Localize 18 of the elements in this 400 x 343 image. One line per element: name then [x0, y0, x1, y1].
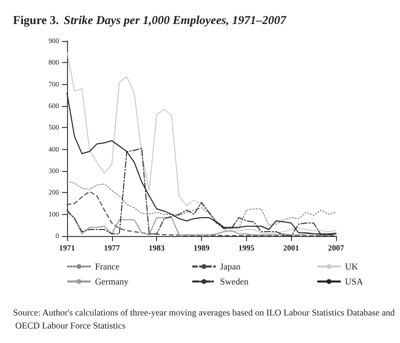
legend-label: USA	[345, 276, 364, 286]
legend-label: Sweden	[220, 276, 249, 286]
legend-label: UK	[345, 262, 358, 272]
x-tick-label: 2001	[283, 244, 300, 252]
legend-label: Germany	[95, 276, 129, 286]
line-series	[66, 92, 336, 234]
legend-label: France	[95, 262, 120, 272]
x-tick-label: 1983	[148, 244, 165, 252]
chart-title: Figure 3. Strike Days per 1,000 Employees, 1971–2007	[13, 13, 288, 27]
legend-label: Japan	[220, 262, 241, 272]
x-tick-label: 1971	[59, 244, 75, 252]
line-series	[66, 51, 336, 234]
source-note: Source: Author's calculations of three-year moving averages based on ILO Labour Statistics Database and OECD Labour Force Statistics	[13, 308, 396, 330]
line-series	[66, 181, 336, 229]
x-tick-label: 2007	[328, 244, 344, 252]
x-tick-label: 1977	[104, 244, 120, 252]
x-tick-label: 1989	[194, 244, 210, 252]
x-tick-label: 1995	[238, 244, 254, 252]
